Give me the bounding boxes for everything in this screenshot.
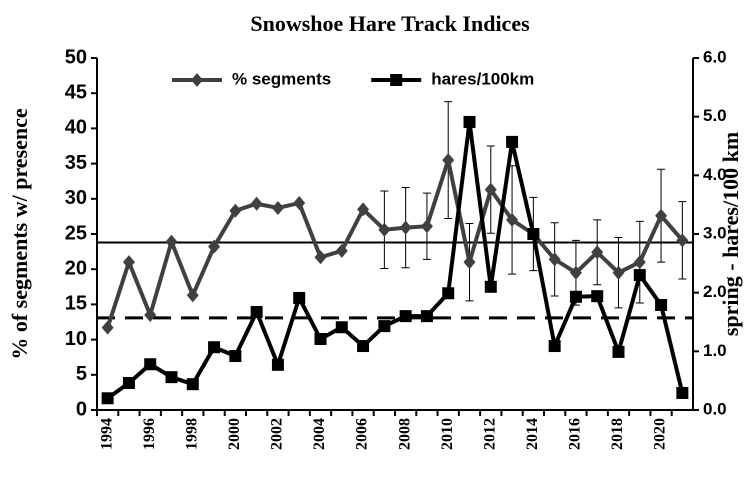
data-point	[463, 115, 476, 128]
data-point	[335, 321, 348, 334]
y-tick-label: 30	[65, 187, 87, 209]
data-point	[420, 310, 433, 323]
data-point	[506, 135, 519, 148]
data-point	[548, 252, 561, 267]
data-point	[463, 255, 476, 270]
y-tick-label: 10	[65, 328, 87, 350]
data-point	[527, 228, 540, 240]
y2-tick-label: 2.0	[703, 282, 727, 301]
data-point	[335, 243, 348, 258]
data-point	[569, 290, 582, 303]
x-tick-label: 2018	[609, 418, 626, 450]
data-point	[378, 320, 391, 333]
data-point	[208, 341, 221, 354]
x-tick-label: 2006	[354, 418, 371, 450]
y-tick-label: 50	[65, 46, 87, 68]
x-tick-label: 2010	[439, 418, 456, 450]
legend-marker	[390, 74, 403, 86]
x-tick-label: 1996	[141, 418, 158, 450]
data-point	[378, 222, 391, 237]
data-point	[399, 310, 412, 323]
data-point	[591, 290, 604, 303]
x-tick-label: 2000	[226, 418, 243, 450]
y2-axis-label: spring - hares/100 km	[718, 132, 743, 336]
x-tick-label: 2012	[481, 418, 498, 450]
data-point	[655, 298, 668, 311]
data-point	[676, 386, 689, 399]
data-point	[484, 182, 497, 197]
y2-tick-label: 6.0	[703, 47, 727, 66]
series-line	[106, 119, 685, 400]
x-tick-label: 2014	[524, 418, 541, 450]
data-point	[633, 269, 646, 282]
data-point	[357, 202, 370, 217]
data-point	[122, 255, 135, 270]
data-point	[293, 196, 306, 211]
data-point	[314, 333, 327, 346]
data-point	[442, 287, 455, 300]
legend-marker	[191, 73, 203, 87]
y2-tick-label: 3.0	[703, 223, 727, 242]
x-tick-label: 2004	[311, 418, 328, 450]
data-point	[633, 255, 646, 270]
x-tick-label: 2016	[567, 418, 584, 450]
data-point	[101, 320, 114, 335]
x-tick-label: 1998	[183, 418, 200, 450]
y-tick-label: 35	[65, 152, 87, 174]
data-point	[506, 212, 519, 227]
x-tick-label: 1994	[98, 418, 115, 450]
x-tick-label: 2008	[396, 418, 413, 450]
data-point	[676, 233, 689, 248]
data-point	[612, 345, 625, 358]
y-tick-label: 45	[65, 81, 87, 103]
data-point	[399, 220, 412, 235]
data-point	[186, 288, 199, 303]
data-point	[144, 307, 157, 322]
data-point	[357, 340, 370, 353]
data-point	[442, 153, 455, 168]
data-point	[271, 200, 284, 215]
data-point	[293, 291, 306, 304]
data-point	[655, 208, 668, 223]
data-point	[271, 358, 284, 371]
x-tick-label: 2002	[269, 418, 286, 450]
y-tick-label: 20	[65, 257, 87, 279]
data-point	[250, 306, 263, 319]
data-point	[569, 265, 582, 280]
data-point	[122, 377, 135, 390]
y-tick-label: 5	[76, 363, 87, 385]
series-line	[105, 158, 684, 329]
data-point	[229, 203, 242, 218]
data-point	[612, 265, 625, 280]
data-point	[420, 219, 433, 234]
data-point	[229, 350, 242, 363]
y-tick-label: 15	[65, 293, 87, 315]
data-point	[591, 245, 604, 260]
x-tick-label: 2020	[652, 418, 669, 450]
data-point	[165, 234, 178, 249]
y-axis-label: % of segments w/ presence	[7, 108, 32, 360]
data-point	[186, 378, 199, 391]
data-point	[548, 340, 561, 353]
y-tick-label: 25	[65, 222, 87, 244]
y2-tick-label: 1.0	[703, 341, 727, 360]
y-tick-label: 0	[76, 398, 87, 420]
y2-tick-label: 0.0	[703, 399, 727, 418]
y2-tick-label: 5.0	[703, 106, 727, 125]
data-point	[250, 196, 263, 211]
y-tick-label: 40	[65, 117, 87, 139]
data-point	[484, 280, 497, 293]
data-point	[144, 358, 157, 371]
data-point	[165, 371, 178, 384]
legend-label: hares/100km	[431, 69, 534, 88]
data-point	[101, 392, 114, 405]
data-point	[208, 239, 221, 254]
data-point	[314, 250, 327, 265]
chart-title: Snowshoe Hare Track Indices	[250, 11, 530, 36]
y2-tick-label: 4.0	[703, 165, 727, 184]
legend-label: % segments	[232, 69, 331, 88]
